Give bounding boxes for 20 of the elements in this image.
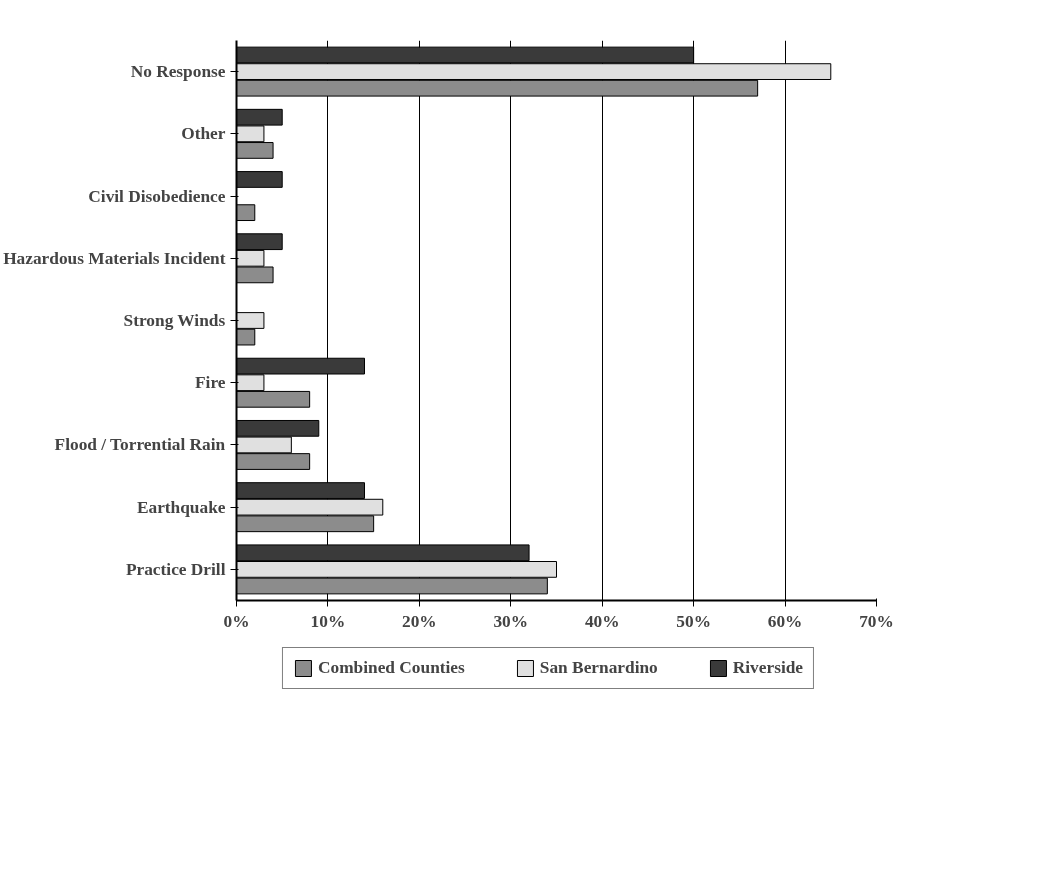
x-tick-label: 20%: [402, 611, 437, 631]
y-tick-label: Hazardous Materials Incident: [3, 248, 226, 268]
x-tick-label: 70%: [859, 611, 894, 631]
y-tick-label: Flood / Torrential Rain: [54, 435, 226, 455]
x-tick-label: 50%: [676, 611, 711, 631]
y-tick-label: No Response: [130, 62, 226, 82]
y-tick-label: Practice Drill: [125, 559, 226, 579]
y-tick-label: Civil Disobedience: [88, 186, 226, 206]
legend-label: Riverside: [732, 658, 804, 678]
y-tick-label: Fire: [195, 373, 226, 393]
x-tick-label: 60%: [767, 611, 803, 631]
x-tick-label: 30%: [493, 611, 529, 631]
x-tick-label: 40%: [584, 611, 620, 631]
y-tick-label: Earthquake: [136, 497, 226, 517]
x-tick-label: 10%: [310, 611, 346, 631]
legend-label: Combined Counties: [317, 658, 465, 678]
x-tick-label: 0%: [223, 611, 250, 631]
y-tick-label: Strong Winds: [123, 311, 226, 330]
y-tick-label: Other: [181, 124, 226, 144]
legend-label: San Bernardino: [539, 658, 658, 678]
